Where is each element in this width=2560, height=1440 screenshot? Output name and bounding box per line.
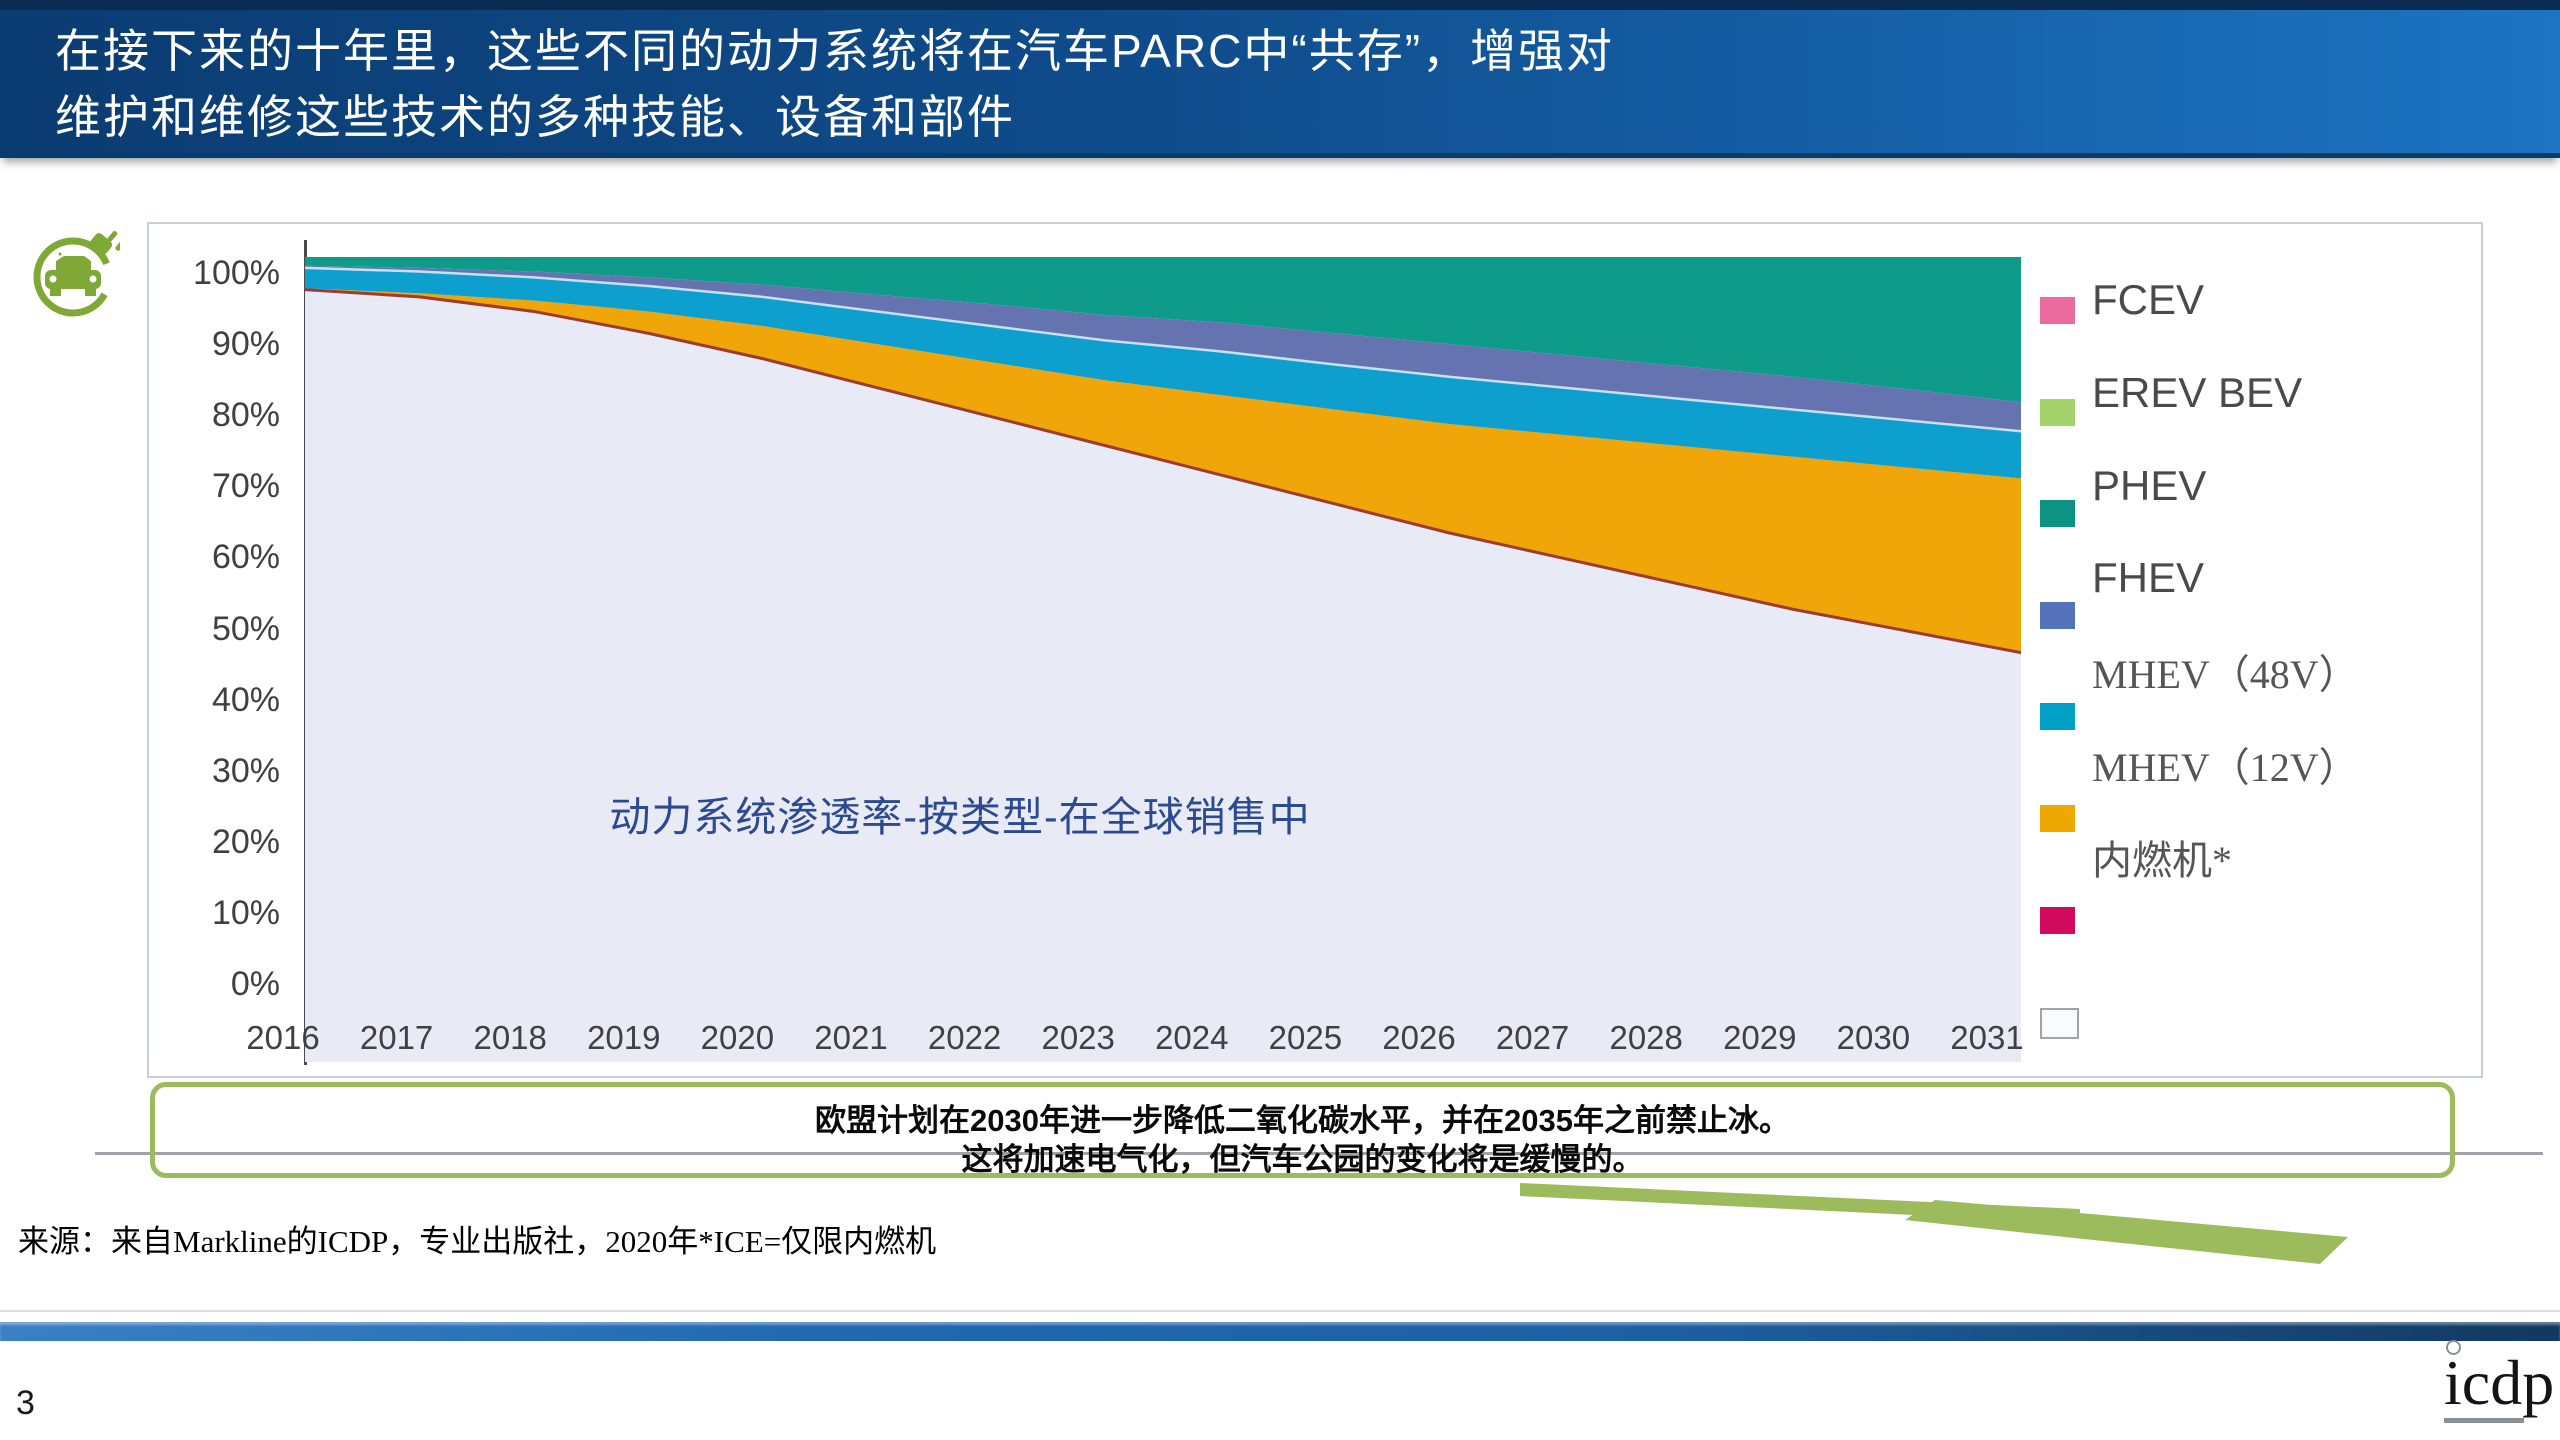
brand-logo-text: icdp (2444, 1347, 2555, 1418)
stacked-area-chart (305, 257, 2021, 1062)
series-edge-line (305, 266, 2021, 433)
brand-underline (2444, 1418, 2524, 1423)
legend-label: FHEV (2092, 554, 2205, 602)
x-axis-label: 2029 (1723, 1019, 1797, 1056)
area-series (305, 257, 2021, 403)
y-axis-tick: 80% (211, 396, 280, 435)
x-axis-label: 2023 (1041, 1019, 1115, 1056)
footer-bar (0, 1322, 2560, 1341)
y-axis-tick: 60% (211, 538, 280, 577)
y-axis-tick: 50% (211, 609, 280, 648)
legend-swatch (2040, 297, 2075, 324)
x-axis-label: 2019 (587, 1019, 661, 1056)
area-series (305, 289, 2021, 1062)
y-axis-tick: 40% (211, 680, 280, 719)
x-axis-label: 2021 (814, 1019, 888, 1056)
callout-text-line2: 这将加速电气化，但汽车公园的变化将是缓慢的。 (961, 1142, 1644, 1177)
y-axis-tick: 30% (211, 751, 280, 790)
divider-line (95, 1152, 2543, 1155)
x-axis-label: 2022 (927, 1019, 1002, 1056)
slide-title: 在接下来的十年里，这些不同的动力系统将在汽车PARC中“共存”，增强对 维护和维… (55, 18, 1614, 150)
callout-box: 欧盟计划在2030年进一步降低二氧化碳水平，并在2035年之前禁止冰。 这将加速… (150, 1082, 2455, 1178)
legend-swatch (2040, 805, 2075, 832)
header-banner: 在接下来的十年里，这些不同的动力系统将在汽车PARC中“共存”，增强对 维护和维… (0, 0, 2560, 158)
y-axis-tick: 0% (230, 965, 280, 1003)
x-axis-label: 2027 (1495, 1019, 1570, 1056)
x-axis-label: 2018 (473, 1019, 547, 1056)
legend-label: MHEV（12V） (2092, 745, 2359, 790)
x-axis-label: 2024 (1155, 1019, 1229, 1056)
page-number: 3 (16, 1384, 35, 1422)
legend-swatch (2040, 906, 2075, 934)
legend-label: 内燃机* (2092, 837, 2232, 883)
y-axis-tick: 20% (211, 822, 280, 861)
x-axis-label: 2020 (700, 1019, 775, 1056)
legend-swatch (2040, 601, 2075, 629)
legend-swatch (2040, 1008, 2079, 1040)
legend-label: EREV BEV (2092, 368, 2303, 416)
y-axis-tick: 90% (211, 325, 280, 364)
slide-title-line2: 维护和维修这些技术的多种技能、设备和部件 (55, 91, 1015, 143)
y-axis-tick: 70% (211, 467, 280, 506)
legend-swatch (2040, 398, 2075, 426)
area-series (305, 267, 2021, 479)
series-edge-line (305, 288, 2021, 655)
x-axis-label: 2017 (359, 1019, 434, 1056)
x-axis-label: 2031 (1950, 1019, 2024, 1056)
x-axis-label: 2030 (1836, 1019, 1911, 1056)
x-axis-label: 2025 (1268, 1019, 1343, 1056)
area-series (305, 288, 2021, 653)
footer-highlight-line (0, 1310, 2560, 1312)
x-axis-label: 2016 (246, 1019, 320, 1056)
brand-logo: icdp (2440, 1340, 2560, 1435)
x-axis-label: 2026 (1382, 1019, 1456, 1056)
y-axis-tick: 100% (193, 254, 280, 292)
ev-charging-icon (33, 230, 120, 317)
callout-text-line1: 欧盟计划在2030年进一步降低二氧化碳水平，并在2035年之前禁止冰。 (815, 1103, 1790, 1138)
callout-tail-icon (1520, 1183, 2348, 1264)
registered-mark-icon (2446, 1340, 2461, 1355)
legend-swatch (2040, 703, 2075, 731)
x-axis-label: 2028 (1609, 1019, 1683, 1056)
slide-title-line1: 在接下来的十年里，这些不同的动力系统将在汽车PARC中“共存”，增强对 (55, 25, 1615, 77)
source-note: 来源：来自Markline的ICDP，专业出版社，2020年*ICE=仅限内燃机 (18, 1224, 937, 1259)
legend-label: MHEV（48V） (2092, 652, 2359, 698)
legend-label: FCEV (2092, 276, 2205, 323)
legend-label: PHEV (2092, 461, 2207, 509)
legend-swatch (2040, 500, 2075, 528)
chart-inner-title: 动力系统渗透率-按类型-在全球销售中 (609, 794, 1311, 840)
y-axis-tick: 10% (211, 893, 280, 932)
